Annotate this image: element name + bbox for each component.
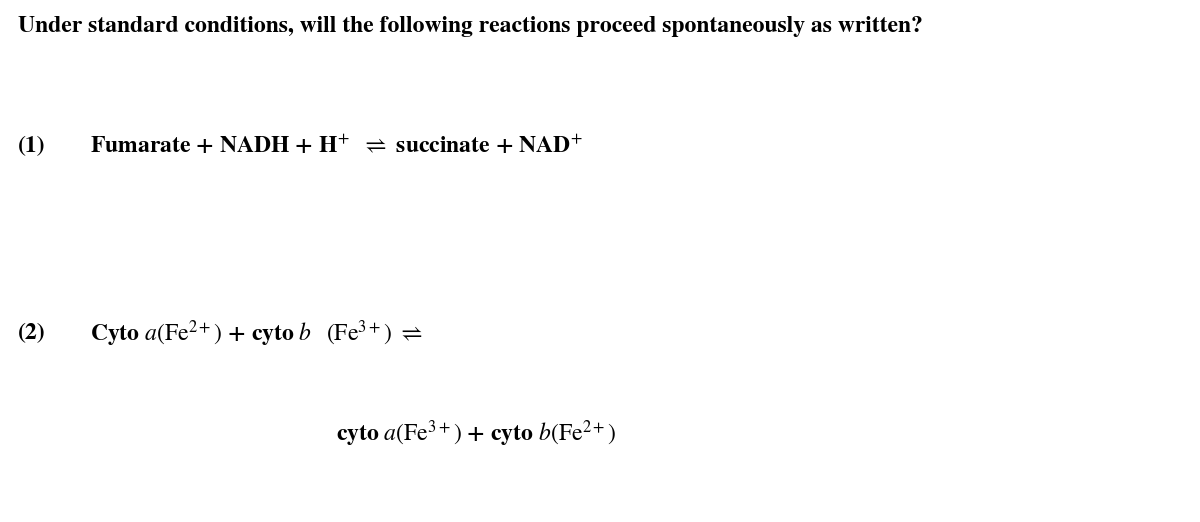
Text: (2): (2) xyxy=(18,324,46,345)
Text: (1): (1) xyxy=(18,136,46,157)
Text: cyto $a\left(\mathrm{Fe}^{3+}\right)$ + cyto $b\left(\mathrm{Fe}^{2+}\right)$: cyto $a\left(\mathrm{Fe}^{3+}\right)$ + … xyxy=(336,418,617,448)
Text: Fumarate + NADH + H$^{+}$  $\rightleftharpoons$ succinate + NAD$^{+}$: Fumarate + NADH + H$^{+}$ $\rightlefthar… xyxy=(90,135,583,158)
Text: Cyto $a\left(\mathrm{Fe}^{2+}\right)$ + cyto $b$ $\;\;\left(\mathrm{Fe}^{3+}\rig: Cyto $a\left(\mathrm{Fe}^{2+}\right)$ + … xyxy=(90,319,422,349)
Text: Under standard conditions, will the following reactions proceed spontaneously as: Under standard conditions, will the foll… xyxy=(18,16,923,37)
